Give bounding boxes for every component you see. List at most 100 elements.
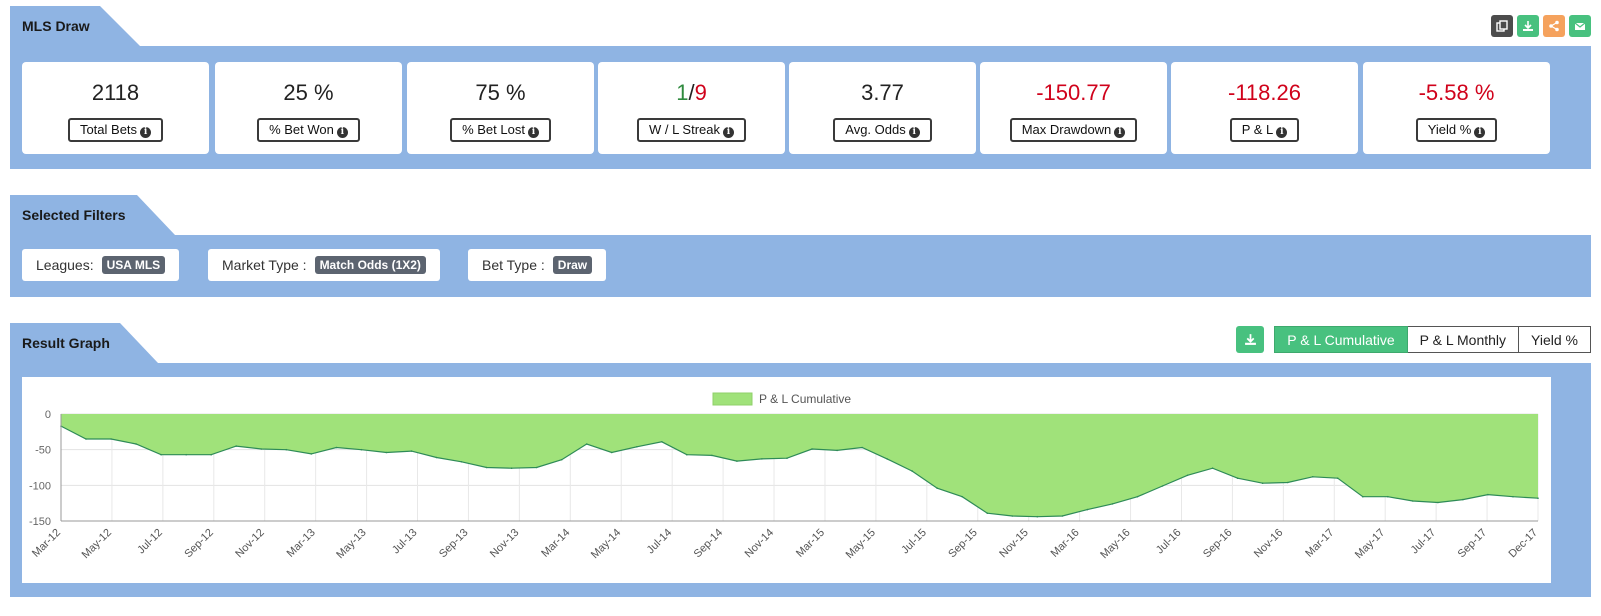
x-tick-label: Nov-14 xyxy=(743,527,777,561)
toolbar-icons xyxy=(1491,15,1591,37)
data-point xyxy=(711,454,713,457)
x-tick-label: May-14 xyxy=(589,527,623,561)
tab-pl-monthly[interactable]: P & L Monthly xyxy=(1407,326,1520,353)
stat-card-wl-streak: 1/9 W / L Streak i xyxy=(598,62,785,154)
x-tick-label: Jul-13 xyxy=(390,527,420,557)
x-tick-label: Nov-13 xyxy=(488,527,522,561)
download-icon[interactable] xyxy=(1517,15,1539,37)
tab-pl-cumulative[interactable]: P & L Cumulative xyxy=(1274,326,1408,353)
data-point xyxy=(861,446,863,449)
x-tick-label: Jul-16 xyxy=(1154,527,1184,557)
filter-leagues: Leagues: USA MLS xyxy=(22,249,180,281)
info-icon[interactable]: i xyxy=(140,127,152,138)
tab-yield[interactable]: Yield % xyxy=(1519,326,1591,353)
data-point xyxy=(636,446,638,448)
data-point xyxy=(185,453,187,456)
data-point xyxy=(1487,493,1489,496)
y-tick-label: -150 xyxy=(29,516,51,528)
data-point xyxy=(1286,481,1289,484)
info-icon[interactable]: i xyxy=(723,127,735,138)
data-point xyxy=(410,450,413,452)
stat-label-text: Max Drawdown xyxy=(1021,122,1112,137)
x-tick-label: Mar-16 xyxy=(1049,527,1082,560)
info-icon[interactable]: i xyxy=(1114,127,1126,138)
stat-label[interactable]: % Bet Won i xyxy=(257,118,360,142)
data-point xyxy=(886,458,888,460)
data-point xyxy=(535,466,538,469)
info-icon[interactable]: i xyxy=(336,127,348,138)
stat-label[interactable]: Yield % i xyxy=(1415,118,1498,142)
x-tick-label: Sep-15 xyxy=(946,527,980,561)
data-point xyxy=(1086,508,1089,511)
data-point xyxy=(1061,515,1064,517)
data-point xyxy=(1036,515,1039,518)
x-tick-label: May-17 xyxy=(1353,527,1387,561)
filter-label: Market Type : xyxy=(222,257,307,273)
x-tick-label: Jul-15 xyxy=(899,527,929,557)
stat-label[interactable]: Avg. Odds i xyxy=(833,118,932,142)
data-point xyxy=(836,449,838,452)
x-tick-label: Mar-12 xyxy=(30,527,63,560)
share-icon[interactable] xyxy=(1543,15,1565,37)
stat-label[interactable]: Total Bets i xyxy=(67,118,164,142)
page-title: MLS Draw xyxy=(10,6,140,46)
data-point xyxy=(1186,474,1189,477)
data-point xyxy=(385,451,388,454)
x-tick-label: May-16 xyxy=(1098,527,1132,561)
stat-label-text: % Bet Lost xyxy=(462,122,525,137)
data-point xyxy=(761,458,763,460)
data-point xyxy=(1362,495,1364,498)
info-icon[interactable]: i xyxy=(1474,127,1486,138)
win-streak: 1 xyxy=(676,80,689,105)
info-icon[interactable]: i xyxy=(527,127,539,138)
data-point xyxy=(135,443,137,445)
data-point xyxy=(1261,482,1264,484)
stat-label[interactable]: W / L Streak i xyxy=(636,118,747,142)
y-tick-label: 0 xyxy=(45,409,51,421)
x-tick-label: Sep-13 xyxy=(437,527,471,561)
data-point xyxy=(961,495,963,498)
stat-value: 1/9 xyxy=(598,80,785,110)
stat-value: -150.77 xyxy=(1036,80,1111,105)
x-tick-label: Nov-15 xyxy=(997,527,1031,561)
data-point xyxy=(210,453,212,456)
pl-line xyxy=(60,425,1539,518)
graph-download-button[interactable] xyxy=(1236,326,1265,353)
x-tick-label: Sep-12 xyxy=(182,527,216,561)
data-point xyxy=(235,445,237,447)
graph-title: Result Graph xyxy=(10,323,158,363)
filter-badge: Draw xyxy=(552,256,593,274)
x-tick-label: Mar-14 xyxy=(539,527,572,560)
data-point xyxy=(1136,495,1139,498)
x-tick-label: May-13 xyxy=(334,527,368,561)
data-point xyxy=(911,470,913,472)
stat-label[interactable]: % Bet Lost i xyxy=(450,118,551,142)
info-icon[interactable]: i xyxy=(1276,127,1288,138)
stat-card-max-drawdown: -150.77 Max Drawdown i xyxy=(980,62,1167,154)
filter-label: Leagues: xyxy=(36,257,94,273)
x-tick-label: Sep-16 xyxy=(1201,527,1235,561)
data-point xyxy=(285,448,288,451)
data-point xyxy=(160,453,162,456)
info-icon[interactable]: i xyxy=(908,127,920,138)
data-point xyxy=(460,461,463,463)
download-icon xyxy=(1244,334,1256,345)
data-point xyxy=(986,512,989,514)
stat-label[interactable]: Max Drawdown i xyxy=(1009,118,1138,142)
data-point xyxy=(1537,497,1539,499)
legend-label: P & L Cumulative xyxy=(759,392,851,406)
copy-icon[interactable] xyxy=(1491,15,1513,37)
data-point xyxy=(1211,467,1214,469)
data-point xyxy=(1387,495,1389,498)
filter-badge: Match Odds (1X2) xyxy=(314,256,426,274)
data-point xyxy=(936,487,938,489)
x-tick-label: Jul-12 xyxy=(135,527,165,557)
stat-card-total-bets: 2118 Total Bets i xyxy=(22,62,209,154)
stat-value: 75 % xyxy=(475,80,526,105)
x-tick-label: Mar-13 xyxy=(285,527,318,560)
stat-value: 3.77 xyxy=(861,80,904,105)
data-point xyxy=(310,453,313,455)
email-icon[interactable] xyxy=(1569,15,1591,37)
